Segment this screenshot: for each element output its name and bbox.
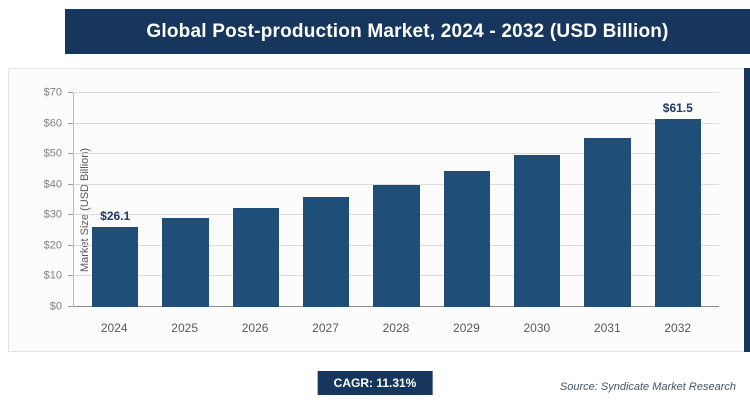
bar-2025 xyxy=(162,218,209,307)
chart-title: Global Post-production Market, 2024 - 20… xyxy=(65,9,750,54)
cagr-badge: CAGR: 11.31% xyxy=(317,371,433,395)
y-tick-mark xyxy=(68,153,73,155)
x-tick-label: 2026 xyxy=(241,321,269,335)
bar-2030 xyxy=(513,155,561,307)
gridline xyxy=(74,92,719,93)
bar-cell xyxy=(502,93,572,307)
bar-cell xyxy=(150,93,220,307)
y-tick-label: $50 xyxy=(43,147,62,160)
y-tick-mark xyxy=(68,275,73,277)
x-tick-label: 2032 xyxy=(664,321,692,335)
x-tick-label: 2030 xyxy=(523,321,551,335)
y-tick-mark xyxy=(68,183,73,185)
bar-cell xyxy=(221,93,291,307)
bar-2029 xyxy=(443,170,490,307)
x-tick-label: 2029 xyxy=(453,321,480,335)
bar-value-label: $61.5 xyxy=(662,101,693,115)
y-tick-mark xyxy=(68,306,73,307)
y-tick-mark xyxy=(68,244,73,246)
bar-2026 xyxy=(232,208,280,307)
chart-panel: Market Size (USD Billion) $0 $10 $20 $30 $40… xyxy=(8,68,750,352)
x-tick-label: 2031 xyxy=(593,321,621,335)
bar-cell: $26.1 xyxy=(80,93,150,307)
x-tick-label: 2025 xyxy=(171,321,198,335)
bar-2027 xyxy=(302,196,350,307)
y-tick-label: $30 xyxy=(43,208,62,221)
bar-2032: $61.5 xyxy=(654,101,701,307)
bar-cell xyxy=(291,93,361,307)
y-tick-label: $0 xyxy=(49,300,62,313)
bars-container: $26.1 $61.5 xyxy=(74,93,719,307)
bar-cell: $61.5 xyxy=(643,93,713,307)
x-axis-labels: 2024 2025 2026 2027 2028 2029 2030 2031 2032 xyxy=(73,317,719,339)
gridline xyxy=(74,153,719,155)
bar-2031 xyxy=(584,138,631,307)
bar-cell xyxy=(572,93,642,307)
plot-area: $0 $10 $20 $30 $40 $50 $60 $70 $26.1 $61.5 xyxy=(44,87,719,312)
bar-cell xyxy=(361,93,431,307)
y-tick-mark xyxy=(68,92,73,93)
source-text: Source: Syndicate Market Research xyxy=(559,381,736,393)
y-tick-mark xyxy=(68,122,73,124)
y-tick-label: $60 xyxy=(43,117,62,130)
y-tick-label: $40 xyxy=(43,178,62,191)
y-tick-mark xyxy=(68,214,73,216)
panel-accent-stripe xyxy=(744,68,750,352)
bar-2028 xyxy=(373,184,420,307)
y-tick-label: $10 xyxy=(43,269,62,282)
y-tick-label: $70 xyxy=(43,86,62,99)
gridline xyxy=(74,122,719,124)
x-tick-label: 2027 xyxy=(312,321,339,335)
bar-value-label: $26.1 xyxy=(100,209,131,224)
gridline xyxy=(74,183,719,185)
bar-cell xyxy=(432,93,502,307)
y-tick-label: $20 xyxy=(43,239,62,252)
bar-2024: $26.1 xyxy=(91,209,139,307)
x-tick-label: 2028 xyxy=(382,321,410,335)
x-tick-label: 2024 xyxy=(100,321,128,335)
